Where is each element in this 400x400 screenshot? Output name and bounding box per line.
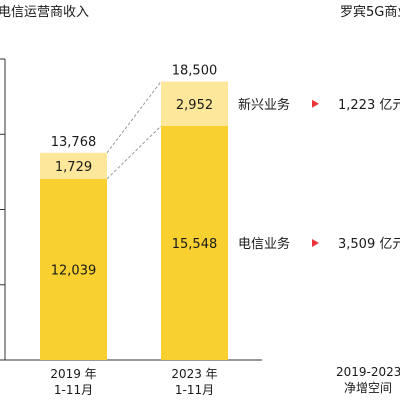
bar-emerging-1 xyxy=(161,81,228,127)
category-label-1-line1: 2023 年 xyxy=(171,367,217,381)
annotation-value-0: 1,223 亿元 xyxy=(338,98,400,113)
annotation-label-0: 新兴业务 xyxy=(238,97,290,113)
category-label-0-line1: 2019 年 xyxy=(50,367,96,381)
annotation-value-1: 3,509 亿元 xyxy=(338,237,400,252)
value-label-telecom-0: 12,039 xyxy=(51,263,97,278)
value-label-emerging-0: 1,729 xyxy=(55,160,92,175)
chart-title: 电信运营商收入 xyxy=(0,5,89,20)
category-label-0-line2: 1-11月 xyxy=(54,383,93,397)
connector-total xyxy=(106,81,162,154)
arrow-marker-icon xyxy=(312,239,319,248)
footer-net-growth: 净增空间 xyxy=(344,381,392,395)
value-label-telecom-1: 15,548 xyxy=(172,237,218,252)
value-label-total-0: 13,768 xyxy=(51,135,97,150)
bar-telecom-1 xyxy=(161,126,228,361)
connector-telecom xyxy=(106,125,162,180)
footer-period: 2019-2023 xyxy=(336,365,400,379)
bar-telecom-0 xyxy=(40,178,107,360)
value-label-emerging-1: 2,952 xyxy=(176,98,213,113)
arrow-marker-icon xyxy=(312,99,319,108)
annotation-label-1: 电信业务 xyxy=(238,236,290,252)
bar-emerging-0 xyxy=(40,152,107,179)
right-panel-title: 罗宾5G商业 xyxy=(340,4,400,20)
category-label-1-line2: 1-11月 xyxy=(175,383,214,397)
value-label-total-1: 18,500 xyxy=(172,64,218,79)
